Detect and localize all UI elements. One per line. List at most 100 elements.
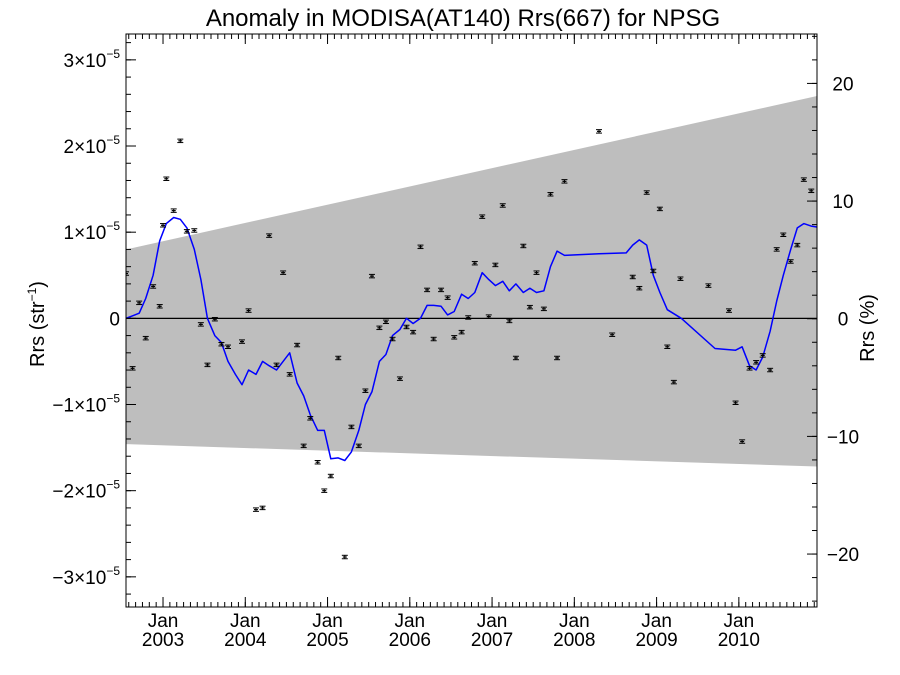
data-point	[142, 335, 149, 341]
data-point	[540, 306, 547, 312]
data-point	[211, 316, 218, 322]
chart-title: Anomaly in MODISA(AT140) Rrs(667) for NP…	[206, 5, 720, 32]
right-tick-label: 0	[838, 310, 849, 331]
data-point	[458, 329, 465, 335]
left-tick-exponent: −5	[106, 47, 120, 61]
left-tick-exponent: −5	[106, 564, 120, 578]
confidence-band	[126, 96, 817, 467]
data-point	[259, 505, 266, 511]
data-point	[225, 344, 232, 350]
data-point	[335, 355, 342, 361]
data-point	[499, 203, 506, 208]
data-point	[191, 228, 198, 233]
left-tick-mantissa: 1×10	[64, 223, 107, 244]
data-point	[780, 232, 787, 237]
data-point	[341, 554, 348, 560]
data-point	[245, 308, 252, 313]
x-tick-year: 2009	[635, 630, 677, 651]
left-tick-mantissa: 3×10	[64, 51, 107, 72]
data-point	[321, 488, 328, 493]
data-point	[677, 276, 684, 281]
data-point	[471, 260, 478, 266]
data-point	[252, 507, 259, 512]
data-point	[759, 353, 766, 358]
data-point	[520, 243, 527, 249]
data-point	[410, 329, 417, 335]
data-point	[739, 439, 746, 444]
data-point	[355, 443, 362, 449]
x-tick-month: Jan	[559, 611, 590, 632]
data-point	[238, 339, 245, 344]
data-point	[479, 214, 486, 219]
data-point	[362, 388, 369, 393]
left-tick-mantissa: 0	[109, 309, 120, 330]
x-tick-month: Jan	[641, 611, 672, 632]
data-point	[808, 188, 815, 194]
data-point	[150, 284, 157, 289]
data-point	[396, 376, 403, 381]
data-point	[403, 324, 410, 330]
data-point	[746, 366, 753, 371]
data-point	[136, 300, 143, 306]
x-tick-year: 2010	[718, 630, 760, 651]
x-tick-month: Jan	[230, 611, 261, 632]
data-point	[485, 314, 492, 319]
x-tick-year: 2004	[224, 630, 267, 651]
left-tick-label: −1×10−5	[52, 392, 120, 417]
data-point	[636, 285, 643, 291]
data-point	[160, 223, 167, 228]
data-point	[307, 416, 314, 421]
data-point	[629, 274, 636, 280]
data-point	[266, 233, 273, 238]
axes: −3×10−5−2×10−5−1×10−501×10−52×10−53×10−5…	[52, 33, 859, 651]
data-point	[327, 473, 334, 479]
data-point	[753, 360, 760, 365]
x-tick-month: Jan	[724, 611, 755, 632]
data-point	[526, 304, 533, 310]
left-tick-label: 3×10−5	[64, 47, 121, 72]
y-axis-right-label: Rrs (%)	[857, 294, 879, 362]
left-tick-exponent: −5	[106, 392, 120, 406]
x-tick-year: 2003	[142, 630, 184, 651]
data-point	[183, 229, 190, 234]
data-point	[218, 341, 225, 347]
anomaly-points	[126, 129, 815, 560]
data-point	[424, 287, 431, 293]
data-point	[554, 355, 561, 361]
x-tick-month: Jan	[312, 611, 343, 632]
y-axis-left-label: Rrs (str−1)	[25, 281, 49, 367]
data-point	[705, 283, 712, 288]
data-point	[561, 179, 568, 184]
data-point	[451, 335, 458, 340]
data-point	[438, 287, 445, 293]
data-point	[670, 379, 677, 385]
x-tick-year: 2008	[553, 630, 595, 651]
left-tick-mantissa: −2×10	[52, 482, 106, 503]
x-tick-year: 2007	[471, 630, 513, 651]
x-tick-year: 2005	[306, 630, 348, 651]
data-point	[314, 460, 321, 465]
x-tick-year: 2006	[389, 630, 431, 651]
data-point	[800, 177, 807, 182]
data-point	[300, 443, 307, 449]
data-point	[732, 400, 739, 406]
data-point	[163, 176, 170, 181]
right-tick-label: 20	[832, 74, 853, 95]
left-tick-mantissa: −3×10	[52, 568, 106, 589]
left-tick-exponent: −5	[106, 133, 120, 147]
data-point	[348, 424, 355, 430]
data-point	[204, 362, 211, 368]
data-point	[430, 336, 437, 342]
data-point	[492, 262, 499, 268]
data-point	[664, 344, 671, 350]
data-point	[417, 244, 424, 250]
data-point	[773, 247, 780, 252]
data-point	[197, 322, 204, 327]
data-point	[725, 308, 732, 313]
data-point	[280, 270, 287, 275]
data-point	[512, 355, 519, 361]
left-tick-label: 1×10−5	[64, 219, 121, 244]
data-point	[506, 318, 513, 324]
left-tick-exponent: −5	[106, 478, 120, 492]
left-tick-exponent: −5	[106, 219, 120, 233]
